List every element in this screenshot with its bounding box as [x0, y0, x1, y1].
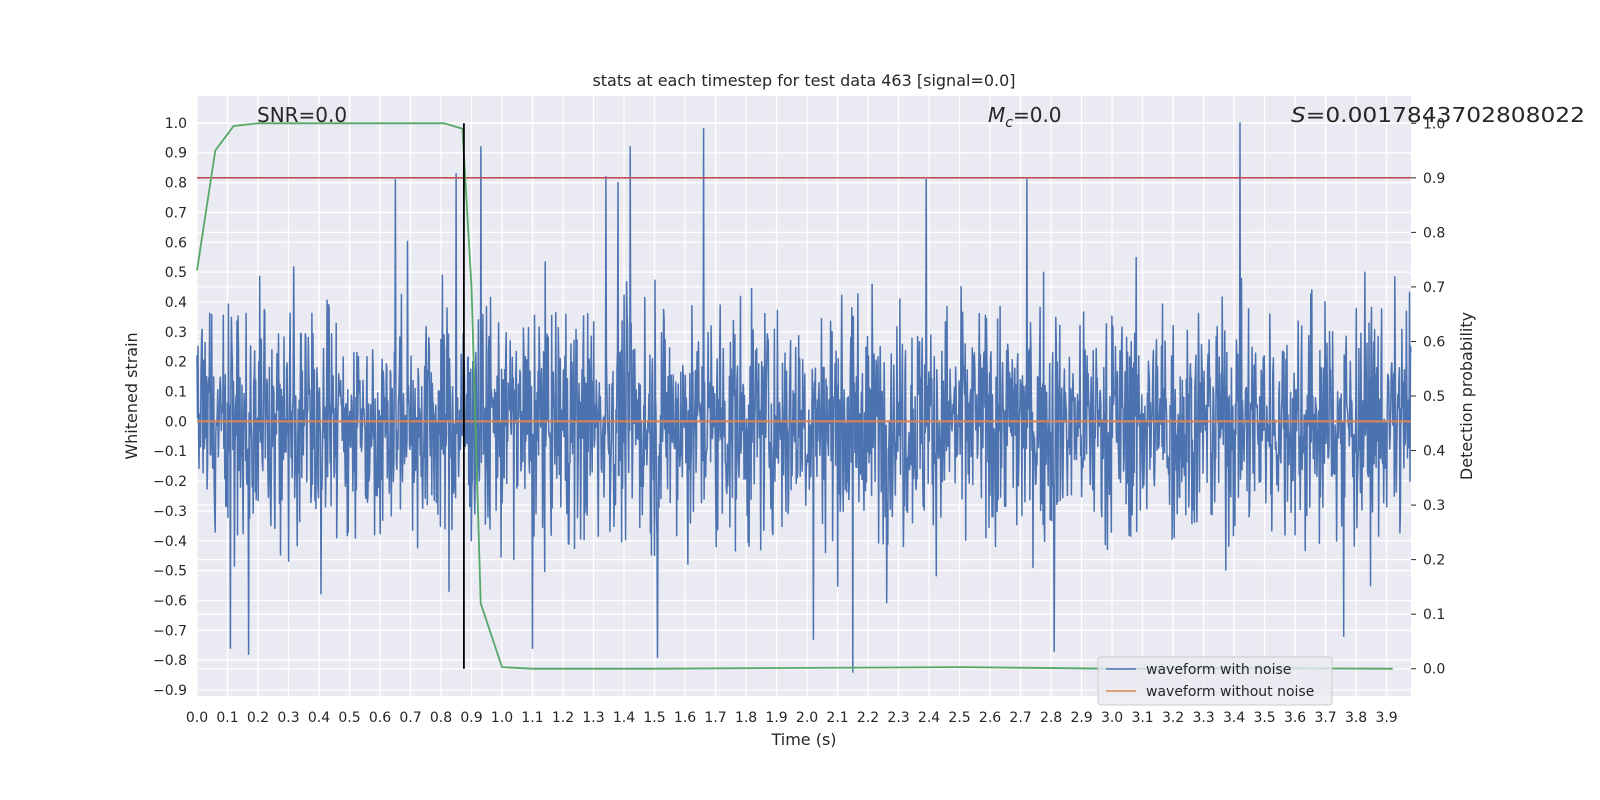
y2-tick-label: 0.7	[1423, 280, 1445, 296]
y-tick-label: −0.1	[153, 444, 187, 460]
y-tick-label: 0.1	[165, 385, 187, 401]
y-tick-label: 0.4	[165, 295, 187, 311]
x-tick-label: 1.9	[765, 710, 787, 726]
y-tick-label: 0.7	[165, 205, 187, 221]
y-tick-label: 0.5	[165, 265, 187, 281]
chirp-mass-subscript: c	[1005, 115, 1013, 131]
x-tick-label: 0.6	[369, 710, 391, 726]
y2-tick-label: 0.2	[1423, 553, 1445, 569]
y2-tick-label: 0.0	[1423, 662, 1445, 678]
x-tick-label: 1.0	[491, 710, 513, 726]
y-tick-label: 1.0	[165, 116, 187, 132]
y2-tick-label: 0.1	[1423, 607, 1445, 623]
x-tick-label: 1.4	[613, 710, 635, 726]
y2-tick-labels: 1.0 0.9 0.8 0.7 0.6 0.5 0.4 0.3 0.2 0.1 0.0	[1411, 116, 1445, 678]
y-tick-label: 0.6	[165, 235, 187, 251]
score-value: =0.0017843702808022	[1306, 103, 1585, 127]
x-tick-label: 0.8	[430, 710, 452, 726]
x-tick-label: 0.3	[277, 710, 299, 726]
legend: waveform with noise waveform without noi…	[1097, 656, 1333, 706]
x-tick-label: 0.4	[308, 710, 330, 726]
x-tick-label: 0.7	[399, 710, 421, 726]
series-detection-probability	[196, 122, 1393, 670]
y-tick-labels: 1.0 0.9 0.8 0.7 0.6 0.5 0.4 0.3 0.2 0.1 0.0 −0.1 −0.…	[153, 116, 187, 699]
x-tick-label: 2.3	[887, 710, 909, 726]
x-tick-label: 2.6	[979, 710, 1001, 726]
x-tick-label: 3.9	[1375, 710, 1397, 726]
y2-tick-label: 0.6	[1423, 334, 1445, 350]
x-tick-label: 2.8	[1040, 710, 1062, 726]
chirp-mass-symbol: M	[988, 103, 1005, 127]
x-tick-label: 3.8	[1345, 710, 1367, 726]
x-tick-label: 1.5	[643, 710, 665, 726]
y2-tick-label: 0.3	[1423, 498, 1445, 514]
score-annotation: S =0.0017843702808022	[1291, 103, 1585, 127]
y-tick-label: −0.7	[153, 623, 187, 639]
x-tick-label: 3.4	[1223, 710, 1245, 726]
y-tick-label: −0.9	[153, 683, 187, 699]
y-tick-label: −0.3	[153, 504, 187, 520]
y-axis-label: Whitened strain	[122, 332, 141, 459]
y-tick-label: −0.6	[153, 593, 187, 609]
y-tick-label: −0.4	[153, 534, 187, 550]
x-tick-label: 0.1	[216, 710, 238, 726]
y-tick-label: −0.8	[153, 653, 187, 669]
x-tick-label: 1.6	[674, 710, 696, 726]
y-tick-label: 0.2	[165, 355, 187, 371]
y2-tick-label: 0.9	[1423, 171, 1445, 187]
x-tick-label: 0.2	[247, 710, 269, 726]
x-tick-label: 2.2	[857, 710, 879, 726]
y-tick-label: −0.5	[153, 564, 187, 580]
score-symbol: S	[1291, 103, 1306, 127]
x-tick-label: 0.5	[338, 710, 360, 726]
chirp-mass-annotation: Mc=0.0	[988, 103, 1062, 131]
x-tick-label: 2.1	[826, 710, 848, 726]
x-tick-label: 3.7	[1314, 710, 1336, 726]
x-tick-label: 3.2	[1162, 710, 1184, 726]
y2-tick-label: 0.8	[1423, 225, 1445, 241]
x-tick-label: 2.9	[1070, 710, 1092, 726]
x-tick-label: 1.8	[735, 710, 757, 726]
x-tick-labels: 0.0 0.1 0.2 0.3 0.4 0.5 0.6 0.7 0.8 0.9 1.0 1.1 1.2 1…	[186, 710, 1398, 726]
x-tick-label: 2.0	[796, 710, 818, 726]
y-tick-label: 0.8	[165, 176, 187, 192]
series-waveform-with-noise	[196, 122, 1412, 673]
x-tick-label: 3.1	[1131, 710, 1153, 726]
y2-tick-label: 0.4	[1423, 444, 1445, 460]
y2-tick-label: 0.5	[1423, 389, 1445, 405]
snr-annotation: SNR=0.0	[257, 103, 347, 127]
x-tick-label: 1.1	[521, 710, 543, 726]
x-axis-label: Time (s)	[770, 730, 836, 749]
x-tick-label: 3.0	[1101, 710, 1123, 726]
x-tick-label: 1.7	[704, 710, 726, 726]
x-tick-label: 3.5	[1253, 710, 1275, 726]
y-tick-label: 0.9	[165, 146, 187, 162]
x-tick-label: 2.7	[1009, 710, 1031, 726]
legend-label-waveform-with-noise: waveform with noise	[1146, 662, 1291, 678]
y-tick-label: 0.0	[165, 414, 187, 430]
noise-trace	[196, 122, 1412, 673]
chart-title: stats at each timestep for test data 463…	[592, 71, 1015, 90]
x-tick-label: 3.6	[1284, 710, 1306, 726]
legend-box	[1097, 656, 1333, 706]
legend-label-waveform-without-noise: waveform without noise	[1146, 684, 1314, 700]
x-tick-label: 0.0	[186, 710, 208, 726]
x-tick-label: 3.3	[1192, 710, 1214, 726]
x-tick-label: 0.9	[460, 710, 482, 726]
x-tick-label: 2.4	[918, 710, 940, 726]
x-tick-label: 1.3	[582, 710, 604, 726]
y-tick-label: −0.2	[153, 474, 187, 490]
y2-axis-label: Detection probability	[1457, 312, 1476, 480]
y2-tick-label: 1.0	[1423, 116, 1445, 132]
chirp-mass-value: =0.0	[1013, 103, 1062, 127]
x-tick-label: 1.2	[552, 710, 574, 726]
x-tick-label: 2.5	[948, 710, 970, 726]
y-tick-label: 0.3	[165, 325, 187, 341]
